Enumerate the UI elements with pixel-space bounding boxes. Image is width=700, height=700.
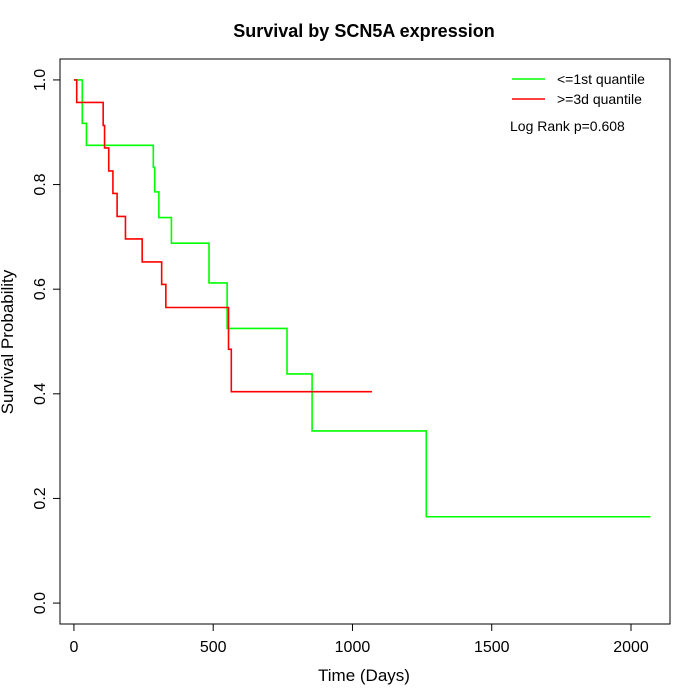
y-axis-title: Survival Probability	[0, 269, 17, 414]
x-tick-label: 0	[69, 639, 78, 656]
chart-title: Survival by SCN5A expression	[233, 21, 494, 41]
legend-label-high: >=3d quantile	[557, 91, 642, 107]
y-tick-label: 0.2	[32, 487, 49, 509]
x-tick-label: 2000	[613, 639, 649, 656]
x-tick-label: 500	[200, 639, 227, 656]
y-tick-label: 0.6	[32, 278, 49, 300]
survival-curve-high	[73, 79, 372, 393]
legend-label-low: <=1st quantile	[557, 71, 645, 87]
survival-curve-low	[73, 79, 651, 518]
x-axis: 0 500 1000 1500 2000	[69, 623, 649, 656]
x-axis-title: Time (Days)	[318, 666, 410, 685]
legend: <=1st quantile >=3d quantile	[512, 71, 645, 107]
x-tick-label: 1000	[335, 639, 371, 656]
plot-frame	[59, 58, 671, 625]
y-tick-label: 0.8	[32, 173, 49, 195]
series-layer	[73, 79, 651, 518]
y-axis: 0.0 0.2 0.4 0.6 0.8 1.0	[32, 69, 61, 614]
y-tick-label: 1.0	[32, 69, 49, 91]
x-tick-label: 1500	[474, 639, 510, 656]
y-tick-label: 0.0	[32, 592, 49, 614]
log-rank-annotation: Log Rank p=0.608	[510, 118, 625, 134]
y-tick-label: 0.4	[32, 383, 49, 405]
